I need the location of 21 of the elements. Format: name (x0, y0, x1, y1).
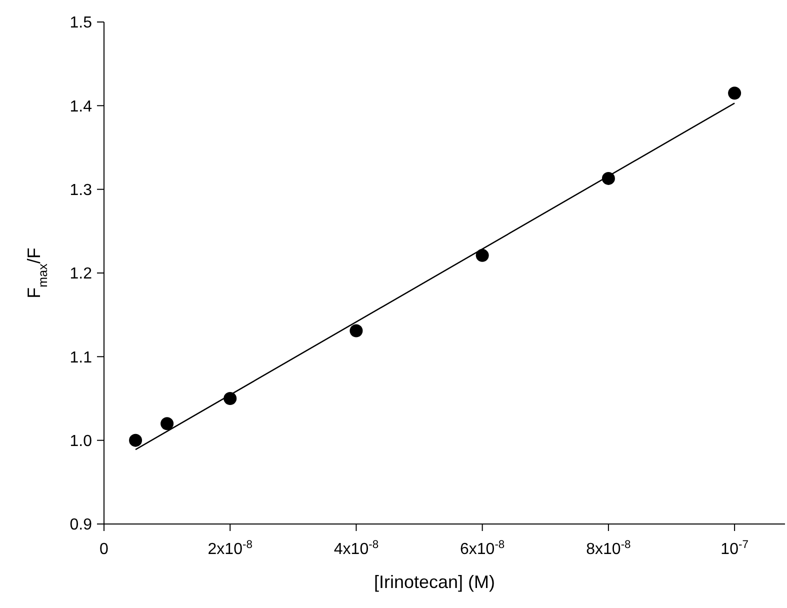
y-tick-label: 1.2 (70, 266, 92, 283)
y-tick-label: 0.9 (70, 516, 92, 534)
point (350, 324, 363, 338)
x-axis-title: [Irinotecan] (M) (374, 572, 496, 592)
y-tick-label: 1.4 (70, 98, 92, 116)
x-tick-label: 4x10$^{-8}$ (334, 539, 379, 558)
point (728, 86, 742, 100)
x-tick-label: 0 (100, 541, 109, 558)
point (160, 417, 174, 430)
y-tick-label: 1.3 (70, 182, 92, 199)
x-tick-label: 2x10$^{-8}$ (208, 539, 252, 558)
point (476, 248, 489, 262)
point (224, 392, 237, 405)
x-tick-label: 8x10$^{-8}$ (586, 539, 631, 558)
point (129, 434, 142, 447)
y-tick-label: 1.5 (70, 14, 92, 32)
point (602, 172, 615, 185)
y-tick-label: 1.0 (70, 432, 92, 450)
y-tick-label: 1.1 (70, 349, 92, 366)
x-tick-label: 10$^{-7}$ (720, 539, 748, 558)
x-tick-label: 6x10$^{-8}$ (460, 539, 505, 558)
